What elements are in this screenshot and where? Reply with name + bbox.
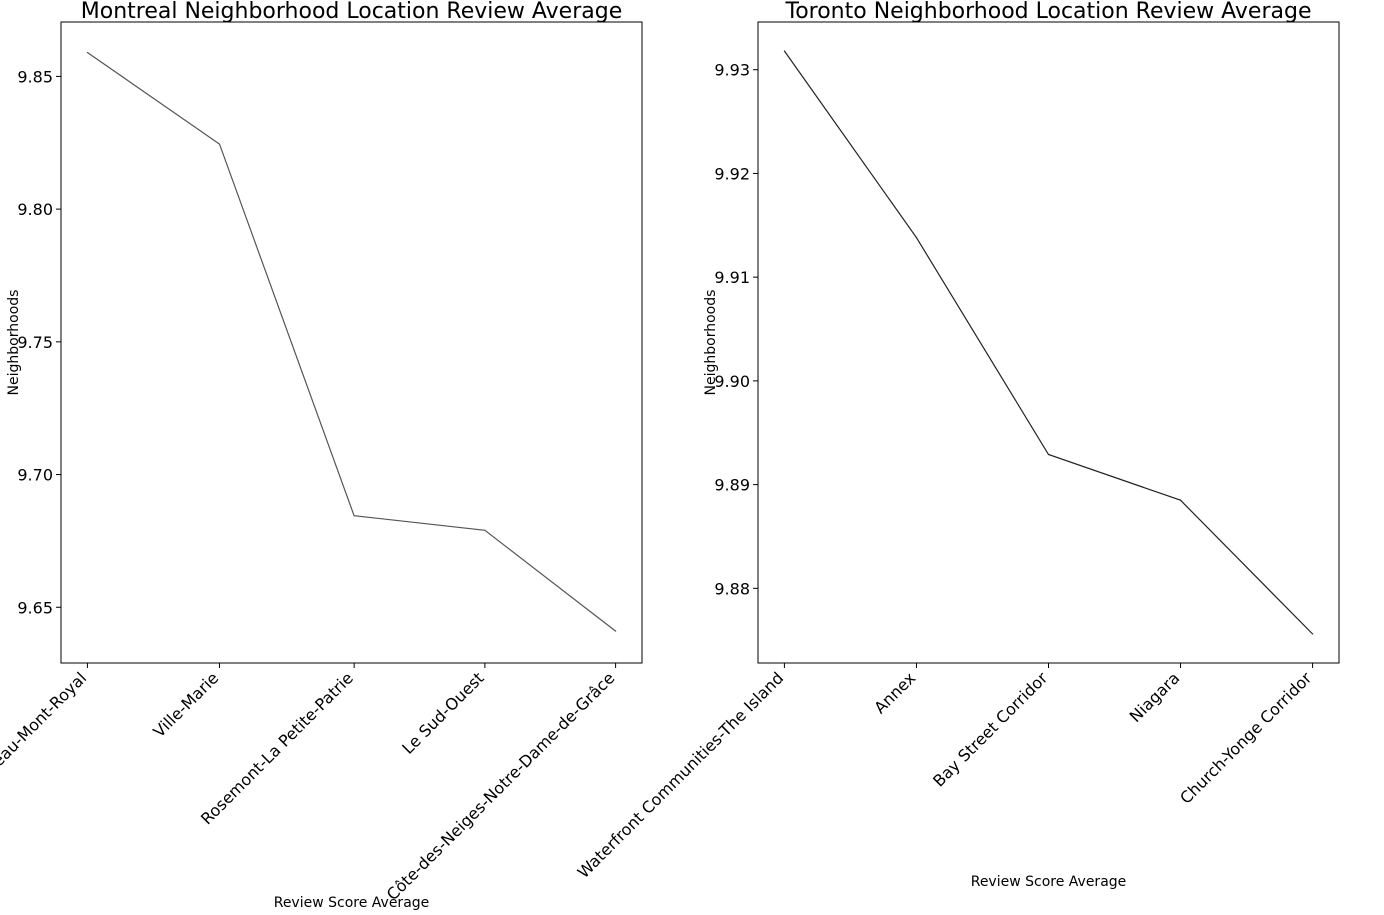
x-axis-label: Review Score Average [971,874,1127,890]
data-point [86,51,89,54]
x-tick-label: Bay Street Corridor [929,668,1052,791]
y-tick-label: 9.85 [17,67,53,86]
x-axis-label: Review Score Average [274,895,430,911]
x-tick-label: Niagara [1126,668,1184,726]
chart-title: Montreal Neighborhood Location Review Av… [81,0,622,24]
data-point [614,630,617,632]
data-point [1311,633,1314,635]
data-point [915,237,918,239]
data-point [353,515,355,517]
y-tick-label: 9.65 [17,598,53,617]
chart-panel-toronto: Toronto Neighborhood Location Review Ave… [574,0,1340,890]
y-tick-label: 9.90 [714,372,750,391]
y-tick-label: 9.92 [714,164,750,183]
x-tick-label: Le Plateau-Mont-Royal [0,668,90,808]
series-line [783,50,1314,635]
chart-title: Toronto Neighborhood Location Review Ave… [785,0,1312,24]
data-point [218,143,221,145]
y-tick-label: 9.75 [17,333,53,352]
y-tick-label: 9.80 [17,200,53,219]
y-tick-label: 9.70 [17,466,53,485]
chart-panel-montreal: Montreal Neighborhood Location Review Av… [0,0,643,911]
data-point [484,529,486,531]
plot-frame [757,21,1340,664]
data-point [1179,499,1182,501]
y-tick-label: 9.93 [714,61,750,80]
x-tick-label: Le Sud-Ouest [398,668,487,757]
plot-frame [60,21,643,664]
data-point [783,50,786,52]
y-tick-label: 9.91 [714,268,750,287]
series-line [87,52,616,632]
y-tick-label: 9.88 [714,579,750,598]
x-tick-label: Church-Yonge Corridor [1176,668,1316,808]
x-tick-label: Waterfront Communities-The Island [574,668,788,882]
x-tick-label: Ville-Marie [149,668,222,741]
y-axis-label: Neighborhoods [6,290,22,396]
x-tick-label: Rosemont-La Petite-Patrie [197,668,357,828]
data-point [1047,453,1050,456]
y-tick-label: 9.89 [714,476,750,495]
x-tick-label: Annex [870,668,919,717]
y-axis-label: Neighborhoods [703,290,719,396]
